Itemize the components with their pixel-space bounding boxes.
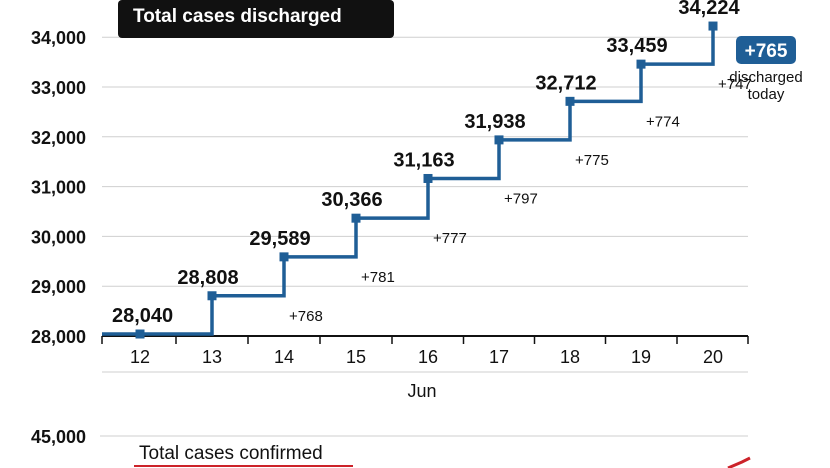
increase-label: +777 [433,230,467,247]
y-tick-label: 30,000 [31,227,86,247]
x-tick-label: 18 [560,347,580,367]
second-chart-title: Total cases confirmed [139,443,323,464]
value-label: 34,224 [678,0,740,19]
today-badge-value: +765 [745,41,788,62]
confirmed-line [727,456,751,468]
increase-label: +797 [504,190,538,207]
chart-title: Total cases discharged [133,6,342,27]
x-tick-label: 13 [202,347,222,367]
x-tick-label: 19 [631,347,651,367]
today-note-line2: today [748,86,785,103]
increase-label: +774 [646,113,680,130]
x-tick-label: 15 [346,347,366,367]
value-label: 31,163 [393,149,454,171]
value-label: 28,040 [112,305,173,327]
y-tick-label: 33,000 [31,78,86,98]
y-tick-label: 32,000 [31,128,86,148]
data-marker [565,96,575,106]
data-marker [494,135,504,145]
data-marker [423,173,433,183]
x-axis: 12 13 14 15 16 17 18 19 20 [101,335,749,373]
second-chart-y-tick: 45,000 [31,427,86,447]
increase-label: +781 [361,269,395,286]
increase-label: +768 [289,308,323,325]
value-label: 32,712 [535,72,596,94]
increase-labels: +768 +781 +777 +797 +775 +774 +747 [289,76,752,325]
data-marker [708,21,718,31]
y-tick-label: 31,000 [31,178,86,198]
x-tick-label: 14 [274,347,294,367]
value-label: 30,366 [321,189,382,211]
value-label: 29,589 [249,228,310,250]
increase-label: +747 [718,76,752,93]
data-marker [135,329,145,339]
y-tick-label: 29,000 [31,277,86,297]
x-tick-label: 12 [130,347,150,367]
today-badge [736,36,796,64]
increase-label: +775 [575,152,609,169]
y-tick-label: 34,000 [31,28,86,48]
x-tick-label: 17 [489,347,509,367]
data-marker [351,213,361,223]
data-markers [135,21,718,339]
data-marker [207,291,217,301]
x-tick-label: 20 [703,347,723,367]
value-label: 33,459 [606,35,667,57]
x-tick-label: 16 [418,347,438,367]
value-label: 31,938 [464,111,525,133]
x-axis-label: Jun [407,381,436,401]
value-label: 28,808 [177,267,238,289]
chart-title-box [118,0,394,38]
today-note-line1: discharged [729,69,802,86]
data-marker [279,252,289,262]
y-tick-label: 28,000 [31,327,86,347]
y-axis: 28,000 29,000 30,000 31,000 32,000 33,000 34,0… [31,28,86,347]
data-marker [636,59,646,69]
